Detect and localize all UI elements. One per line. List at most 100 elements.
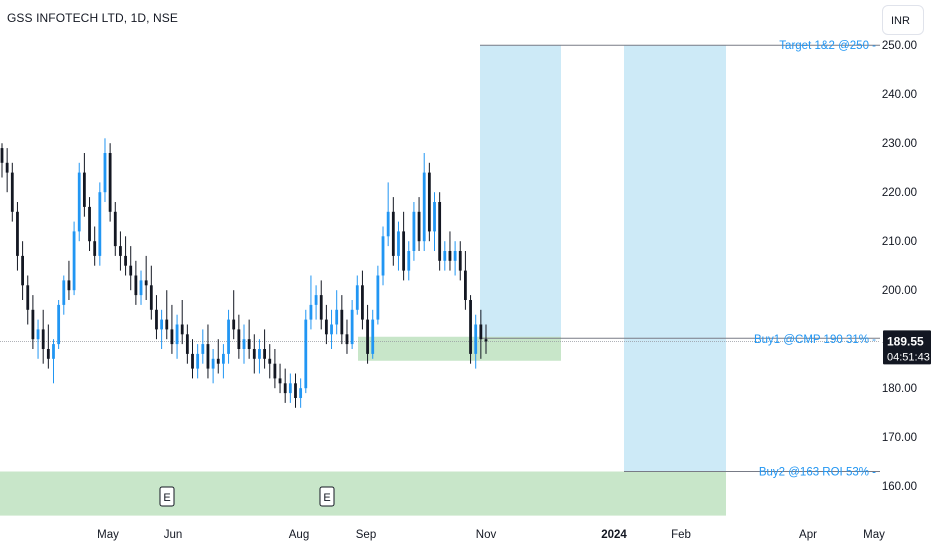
buy1-zone [358, 336, 561, 361]
x-tick-label: Sep [356, 529, 376, 541]
candle-body [366, 319, 369, 354]
x-tick-label: Feb [671, 529, 691, 541]
candle-body [268, 358, 272, 364]
candle-body [273, 363, 277, 379]
candle [62, 275, 66, 315]
candle-body [438, 202, 442, 261]
candle-body [77, 172, 81, 232]
candle [82, 153, 86, 217]
candle-body [139, 280, 143, 296]
candle [149, 265, 153, 320]
x-tick-label: Apr [799, 529, 817, 541]
candle-body [299, 388, 303, 398]
target-zone-left [480, 45, 561, 340]
candle [355, 275, 359, 315]
symbol-title: GSS INFOTECH LTD, 1D, NSE [7, 11, 178, 25]
candle [474, 314, 478, 369]
candle [180, 300, 184, 345]
x-tick-label: May [97, 529, 119, 541]
candle [247, 319, 251, 359]
candle-body [443, 251, 447, 261]
candle [16, 202, 19, 271]
candle-body [386, 211, 390, 237]
target-label: Target 1&2 @250 - [779, 40, 876, 52]
candle [175, 314, 179, 359]
candle-body [330, 324, 333, 335]
candle [93, 226, 97, 266]
candle-body [402, 231, 406, 271]
candle-body [422, 172, 426, 242]
candle-body [242, 339, 246, 349]
candle [124, 236, 127, 276]
candle-body [335, 309, 339, 325]
candle [453, 241, 457, 276]
candle-body [319, 295, 323, 320]
y-axis[interactable]: 160.00170.00180.00190.00200.00210.00220.… [882, 40, 917, 493]
candle-body [407, 251, 411, 271]
candle-body [345, 334, 349, 345]
x-tick-label: Aug [289, 529, 309, 541]
earnings-marker: E [319, 486, 335, 507]
candle [319, 280, 323, 330]
y-tick-label: 240.00 [882, 89, 917, 101]
candle [366, 304, 369, 364]
candle-body [31, 309, 35, 340]
y-tick-label: 160.00 [882, 481, 917, 493]
candle [324, 304, 328, 345]
candle-body [283, 383, 287, 394]
candle-body [247, 339, 251, 349]
candle [458, 241, 462, 281]
candle-body [62, 280, 66, 305]
candle [211, 349, 215, 384]
candle [278, 363, 282, 394]
candle [98, 182, 102, 266]
candle-body [278, 378, 282, 384]
candle-body [427, 172, 431, 232]
candle-body [340, 309, 344, 335]
candle [119, 231, 122, 271]
candle [263, 329, 266, 369]
candle-body [129, 265, 133, 276]
candle [103, 138, 107, 202]
candle [314, 285, 318, 320]
candle-body [216, 358, 220, 364]
candle [448, 231, 452, 271]
candle [412, 202, 416, 261]
candle-body [185, 334, 189, 354]
y-tick-label: 210.00 [882, 236, 917, 248]
x-axis[interactable]: May Jun Aug Sep Nov 2024 Feb Apr May [97, 529, 885, 541]
candle-body [124, 255, 127, 266]
candle [350, 300, 354, 349]
candle [335, 290, 339, 335]
candle [21, 241, 24, 300]
candle [134, 260, 138, 305]
candle [206, 324, 210, 379]
candle [299, 378, 303, 408]
candle-body [448, 251, 452, 261]
target-zone-right [624, 45, 726, 472]
last-price-value: 189.55 [887, 334, 924, 348]
earnings-marker: E [159, 486, 175, 507]
y-tick-label: 200.00 [882, 285, 917, 297]
candle-body [103, 153, 107, 193]
candle-body [211, 358, 215, 369]
currency-button[interactable]: INR [882, 5, 924, 35]
candle-body [350, 309, 354, 345]
candle-body [484, 339, 488, 342]
candle-body [294, 383, 297, 398]
candle [0, 143, 4, 178]
candle-body [361, 285, 364, 320]
candle [464, 251, 467, 310]
candle-body [57, 304, 61, 345]
candle-body [21, 255, 24, 286]
candle-body [314, 295, 318, 305]
candle-body [371, 319, 375, 354]
candle [340, 295, 344, 345]
candle-body [170, 329, 174, 345]
candle-body [88, 206, 91, 242]
candle [52, 339, 55, 384]
y-tick-label: 170.00 [882, 432, 917, 444]
level-labels: Target 1&2 @250 - Buy1 @CMP 190 31% - Buy2… [754, 40, 876, 478]
candle [31, 295, 35, 349]
